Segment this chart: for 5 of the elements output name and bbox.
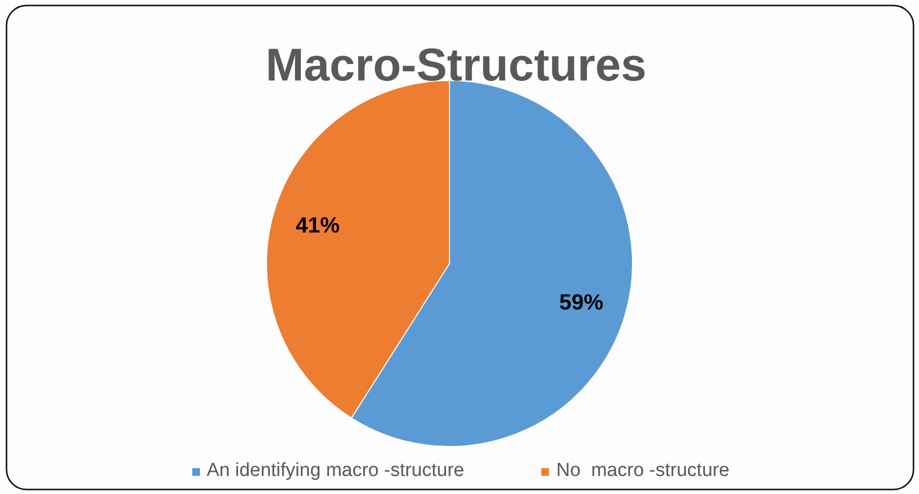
data-label: 41% — [296, 212, 340, 238]
chart-title: Macro-Structures — [266, 38, 646, 90]
legend-label: No macro -structure — [556, 460, 730, 482]
data-label: 59% — [559, 289, 604, 314]
legend-label: An identifying macro -structure — [206, 460, 464, 482]
